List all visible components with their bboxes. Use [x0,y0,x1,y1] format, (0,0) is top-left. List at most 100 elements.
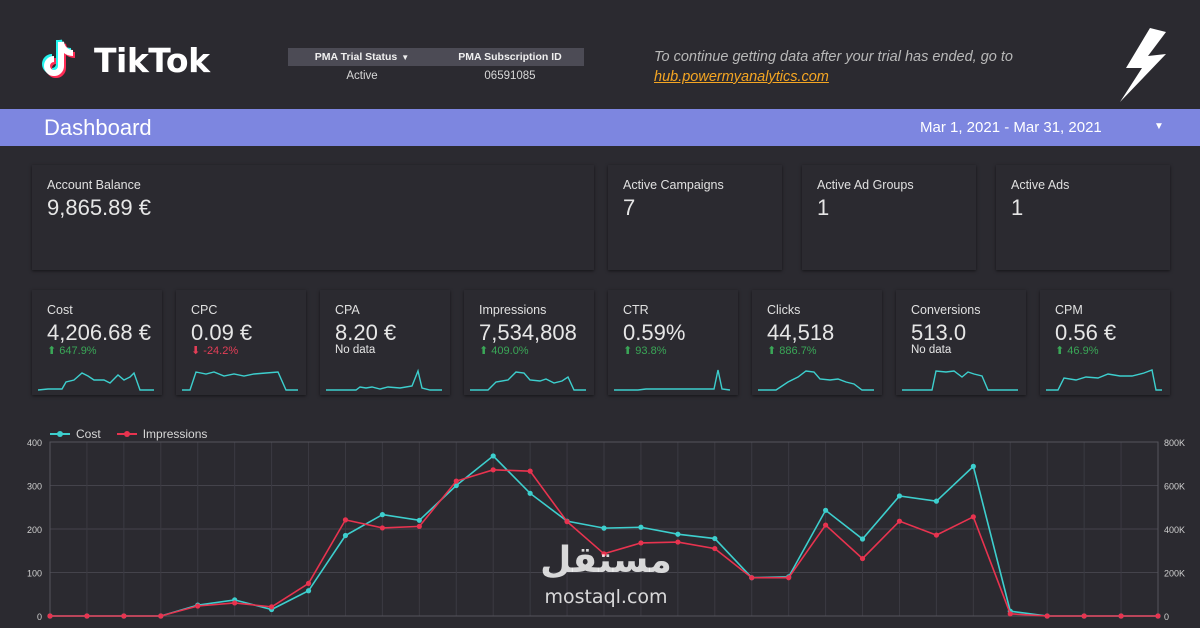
kpi-label: Clicks [767,303,801,317]
left-tick-label: 300 [27,482,42,492]
active-ads-card: Active Ads 1 [996,165,1170,270]
sparkline [326,368,442,391]
data-point-impressions [416,523,422,529]
data-point-cost [527,490,533,496]
watermark-arabic: مستقل [540,540,672,581]
kpi-card-conversions: Conversions 513.0 No data [896,290,1026,395]
pma-subscription-value: 06591085 [484,70,536,82]
sparkline-path [326,368,442,391]
sparkline-path [182,371,298,391]
sparkline [38,371,154,391]
data-point-cost [970,463,976,469]
data-point-impressions [121,613,127,619]
sparkline-path [614,369,731,391]
logo-text: TikTok [94,40,210,80]
sparkline-path [1046,369,1162,391]
kpi-card-cpc: CPC 0.09 € ⬇ -24.2% [176,290,306,395]
sparkline-path [38,371,154,391]
sparkline [1046,369,1162,391]
legend-item-impressions[interactable]: Impressions [116,427,208,441]
card-label: Account Balance [47,178,141,192]
data-point-impressions [379,525,385,531]
kpi-delta: ⬆ 409.0% [479,345,529,357]
sparkline-path [470,371,586,391]
caret-down-icon: ▼ [401,53,410,62]
kpi-delta: No data [335,344,376,356]
kpi-card-clicks: Clicks 44,518 ⬆ 886.7% [752,290,882,395]
tiktok-logo: TikTok [40,36,210,84]
data-point-impressions [675,539,681,545]
active-ad-groups-card: Active Ad Groups 1 [802,165,976,270]
lightning-bolt-icon [1120,28,1166,102]
data-point-impressions [490,467,496,473]
legend-label: Impressions [142,427,208,441]
cost-impressions-chart: 0 0 100 200K 200 400K 300 600K 400 800K [27,438,1185,622]
kpi-delta: ⬇ -24.2% [191,345,239,357]
data-point-cost [823,507,829,513]
data-point-cost [896,493,903,499]
kpi-label: CPM [1055,303,1083,317]
arrow-down-icon: ⬇ [191,345,201,357]
plot-frame [49,441,1159,617]
right-tick-label: 800K [1164,438,1185,448]
kpi-label: CPA [335,303,360,317]
kpi-card-cost: Cost 4,206.68 € ⬆ 647.9% [32,290,162,395]
watermark-latin: mostaql.com [544,586,668,608]
data-point-impressions [1007,611,1013,617]
data-point-impressions [232,600,238,606]
sparkline [182,371,298,391]
chart-legend: Cost Impressions [50,427,223,441]
data-point-cost [379,512,385,518]
data-point-impressions [195,603,201,609]
sparkline-path [902,370,1018,391]
data-point-impressions [712,545,718,552]
data-point-impressions [638,540,644,546]
sparkline [902,370,1018,391]
kpi-delta: No data [911,344,952,356]
card-value: 9,865.89 € [47,195,151,220]
data-point-cost [675,531,681,537]
data-point-impressions [970,514,976,520]
legend-swatch-impressions [116,431,137,437]
data-point-cost [601,525,607,531]
data-point-impressions [342,517,349,523]
kpi-delta: ⬆ 886.7% [767,345,817,357]
data-point-impressions [453,478,459,484]
data-point-impressions [47,613,53,619]
kpi-value: 4,206.68 € [47,320,151,345]
kpi-label: Impressions [479,303,547,317]
card-value: 7 [623,195,636,220]
date-range-picker[interactable]: Mar 1, 2021 - Mar 31, 2021 [920,119,1102,136]
data-point-cost [933,498,940,504]
arrow-up-icon: ⬆ [767,345,777,357]
kpi-card-impressions: Impressions 7,534,808 ⬆ 409.0% [464,290,594,395]
account-balance-card: Account Balance 9,865.89 € [32,165,594,270]
data-point-impressions [1155,613,1161,619]
data-point-cost [712,535,718,542]
kpi-label: CPC [191,303,218,317]
caret-down-icon[interactable]: ▼ [1154,121,1164,132]
data-point-impressions [859,555,866,562]
arrow-up-icon: ⬆ [1055,345,1065,357]
pma-status-value: Active [346,70,378,82]
pma-status-header[interactable]: PMA Trial Status ▼ [314,51,410,63]
kpi-value: 0.59% [623,320,686,345]
right-tick-label: 0 [1164,612,1169,622]
right-tick-label: 600K [1164,482,1185,492]
right-tick-label: 200K [1164,569,1185,579]
card-value: 1 [817,195,830,220]
kpi-value: 513.0 [911,320,967,345]
hub-link[interactable]: hub.powermyanalytics.com [654,69,829,85]
kpi-label: Cost [47,303,73,317]
left-tick-label: 100 [27,569,42,579]
kpi-label: Conversions [911,303,981,317]
data-point-cost [416,517,422,523]
legend-item-cost[interactable]: Cost [50,427,101,441]
card-label: Active Campaigns [623,178,724,192]
kpi-value: 0.09 € [191,320,253,345]
data-point-impressions [305,580,312,586]
left-tick-label: 400 [27,438,42,448]
data-point-impressions [1044,613,1050,619]
arrow-up-icon: ⬆ [479,345,489,357]
data-point-cost [490,453,496,459]
